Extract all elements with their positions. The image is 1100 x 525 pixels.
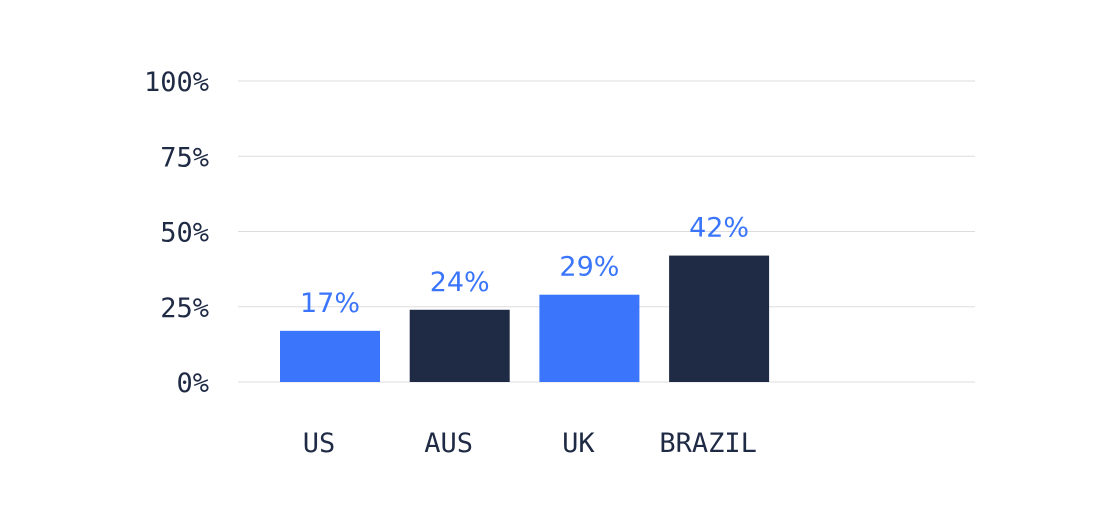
y-tick-label: 25%	[160, 293, 209, 324]
grid-layer	[238, 80, 975, 383]
bar-uk	[539, 294, 640, 382]
bar-brazil	[669, 255, 770, 382]
y-tick-label: 0%	[176, 368, 209, 399]
y-tick-label: 100%	[144, 67, 209, 98]
y-axis-ticks: 0% 25% 50% 75% 100%	[144, 67, 209, 399]
value-label-brazil: 42%	[689, 213, 749, 244]
category-label-us: US	[303, 428, 336, 459]
value-labels: 17% 24% 29% 42%	[300, 213, 749, 319]
x-axis-labels: US AUS UK BRAZIL	[303, 428, 757, 459]
y-tick-label: 50%	[160, 218, 209, 249]
value-label-uk: 29%	[559, 252, 619, 283]
category-label-uk: UK	[562, 428, 595, 459]
value-label-aus: 24%	[430, 267, 490, 298]
bar-aus	[409, 309, 510, 382]
bar-us	[280, 330, 380, 382]
category-label-aus: AUS	[424, 428, 473, 459]
value-label-us: 17%	[300, 288, 360, 319]
y-tick-label: 75%	[160, 142, 209, 173]
category-label-brazil: BRAZIL	[659, 428, 757, 459]
bars	[280, 255, 770, 382]
